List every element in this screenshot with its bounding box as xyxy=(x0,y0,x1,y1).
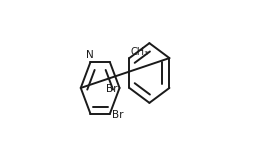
Text: N: N xyxy=(86,50,94,60)
Text: Br: Br xyxy=(112,110,124,120)
Text: CH₃: CH₃ xyxy=(131,47,149,57)
Text: Br: Br xyxy=(106,84,117,94)
